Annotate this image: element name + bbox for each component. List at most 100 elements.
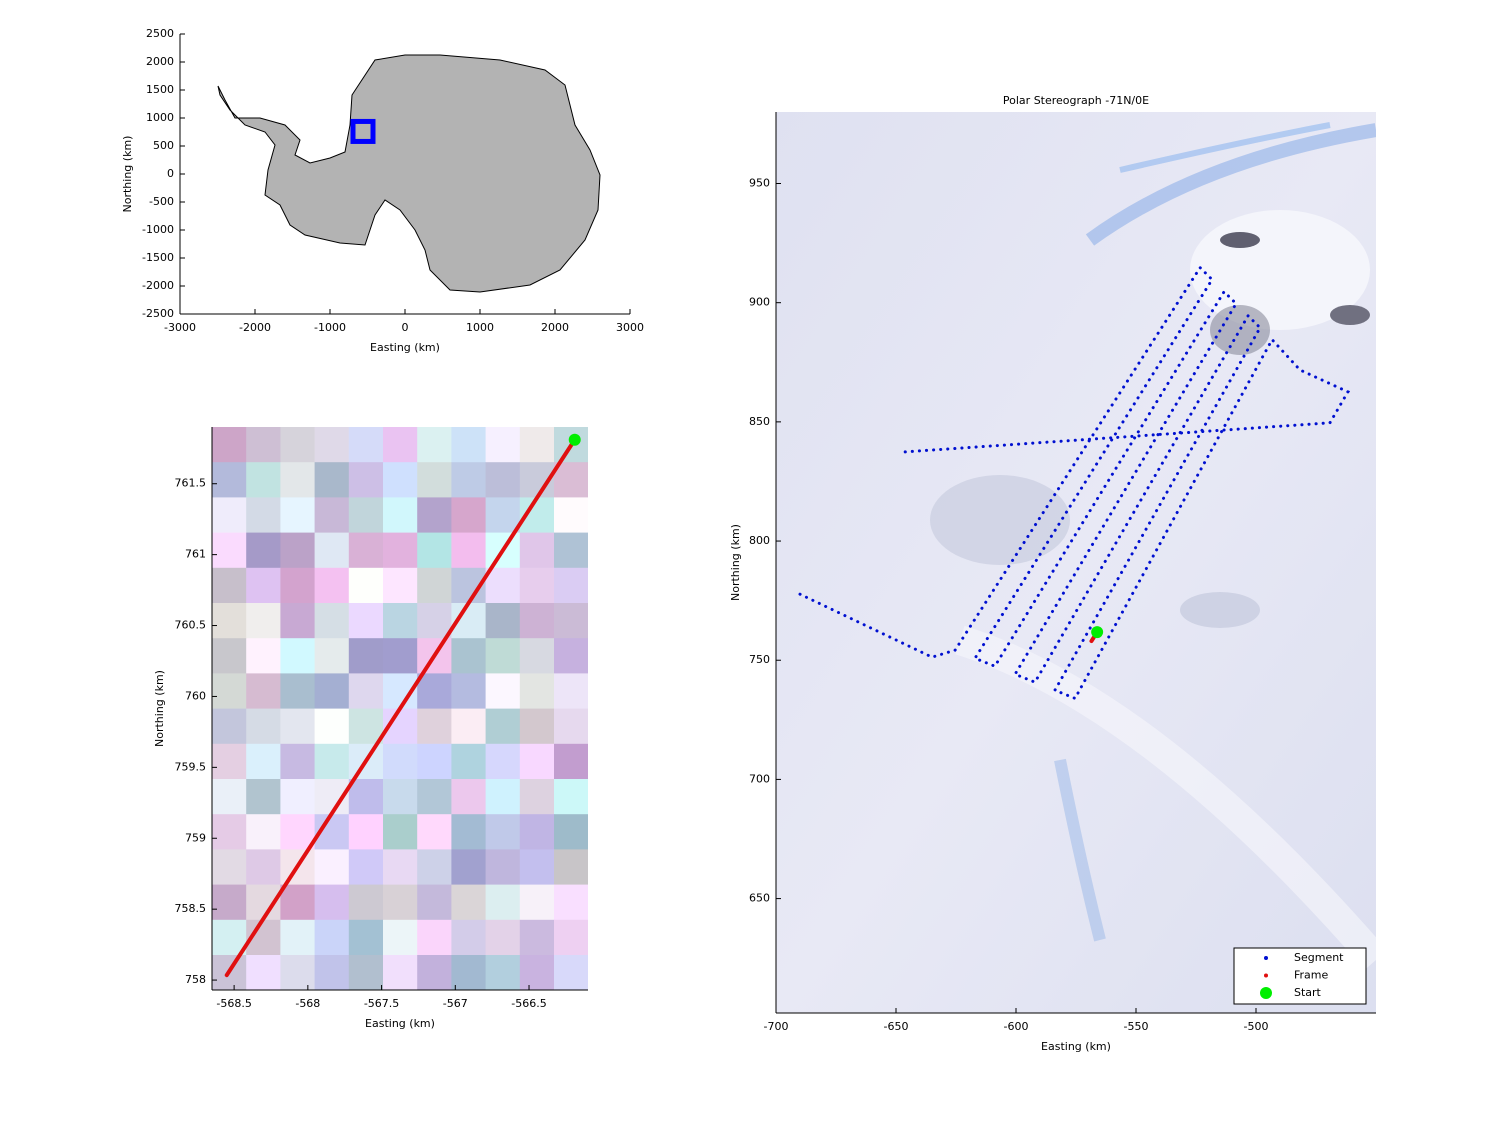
pixel [314, 673, 350, 709]
pixel [485, 673, 521, 709]
pixel [348, 567, 384, 604]
y-tick-label: 761.5 [175, 477, 207, 490]
pixel [451, 638, 486, 674]
pixel [348, 779, 384, 815]
chart-title: Polar Stereograph -71N/0E [1003, 94, 1149, 107]
pixel [246, 708, 281, 745]
pixel [417, 919, 452, 956]
x-tick-label: -550 [1124, 1020, 1149, 1033]
pixel [417, 743, 452, 780]
x-axis-label: Easting (km) [365, 1017, 435, 1030]
pixel [519, 814, 555, 850]
y-tick-label: 760 [185, 689, 206, 702]
pixel [280, 603, 315, 639]
pixel [519, 638, 555, 674]
pixel [280, 532, 315, 569]
pixel [383, 462, 418, 498]
y-tick-label: 760.5 [175, 619, 207, 632]
y-tick-label: -500 [149, 195, 174, 208]
pixel [554, 532, 588, 569]
pixel [451, 673, 486, 709]
pixel [485, 708, 521, 745]
y-tick-label: 750 [749, 653, 770, 666]
pixel [383, 779, 418, 815]
pixel [451, 814, 486, 850]
y-axis-label: Northing (km) [121, 136, 134, 213]
pixel [246, 567, 281, 604]
pixel [554, 497, 588, 533]
pixel [554, 567, 588, 604]
pixel [383, 638, 418, 674]
y-tick-label: -2500 [142, 307, 174, 320]
pixel [519, 603, 555, 639]
pixel [246, 673, 281, 709]
legend-marker [1264, 973, 1268, 978]
pixel [383, 919, 418, 956]
pixel [451, 919, 486, 956]
pixel [485, 638, 521, 674]
pixel [314, 955, 350, 990]
pixel [280, 919, 315, 956]
pixel [212, 673, 247, 709]
y-tick-label: -1000 [142, 223, 174, 236]
track-line [224, 437, 577, 978]
x-tick-label: -3000 [164, 321, 196, 334]
pixel [348, 427, 384, 463]
pixel [348, 814, 384, 850]
pixel [554, 743, 588, 780]
x-tick-label: -568.5 [216, 997, 251, 1010]
pixel [280, 673, 315, 709]
pixel [417, 497, 452, 533]
y-tick-label: 0 [167, 167, 174, 180]
pixel [246, 638, 281, 674]
pixel [485, 427, 521, 463]
track-line [798, 265, 1351, 701]
pixel [554, 708, 588, 745]
continent [217, 54, 601, 293]
pixel [246, 955, 281, 990]
pixel [212, 638, 247, 674]
pixel [417, 849, 452, 885]
y-tick-label: 1500 [146, 83, 174, 96]
pixel [417, 673, 452, 709]
pixel [519, 532, 555, 569]
pixel [451, 955, 486, 990]
pixel [280, 743, 315, 780]
pixel [451, 708, 486, 745]
pixel [280, 884, 315, 921]
y-tick-label: 759 [185, 831, 206, 844]
pixel [348, 849, 384, 885]
pixel [485, 814, 521, 850]
pixel [554, 603, 588, 639]
pixel [519, 955, 555, 990]
pixel [212, 884, 247, 921]
pixel [383, 814, 418, 850]
pixel [348, 919, 384, 956]
marker [1091, 626, 1104, 639]
pixel [554, 673, 588, 709]
pixel [485, 779, 521, 815]
y-tick-label: 2500 [146, 27, 174, 40]
pixel [212, 603, 247, 639]
pixel [314, 708, 350, 745]
pixel [485, 743, 521, 780]
pixel [348, 638, 384, 674]
pixel [451, 884, 486, 921]
marker [350, 118, 376, 144]
pixel [485, 955, 521, 990]
pixel [348, 603, 384, 639]
pixel [280, 779, 315, 815]
pixel [519, 849, 555, 885]
pixel [485, 497, 521, 533]
pixel [485, 849, 521, 885]
pixel [417, 427, 452, 463]
pixel [246, 849, 281, 885]
pixel [519, 779, 555, 815]
pixel [212, 427, 247, 463]
pixel-image [212, 427, 588, 990]
y-tick-label: -1500 [142, 251, 174, 264]
pixel [280, 708, 315, 745]
y-tick-label: 1000 [146, 111, 174, 124]
pixel [383, 849, 418, 885]
